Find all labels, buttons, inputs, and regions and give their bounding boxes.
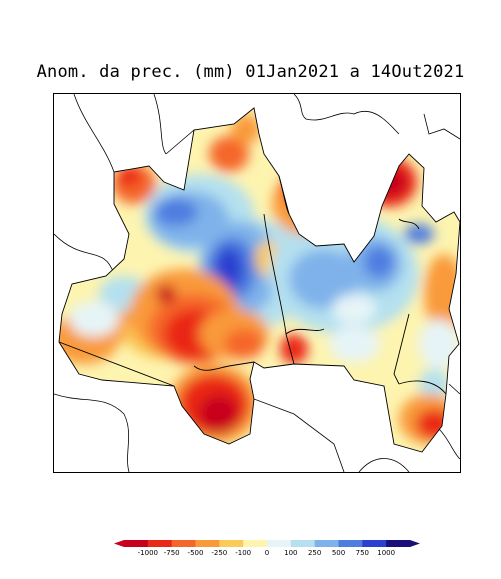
color-legend: -1000 -750 -500 -250 -100 0 100 250 500 750 1000	[112, 538, 422, 564]
legend-tick-label: -250	[211, 549, 227, 557]
legend-color-segment	[386, 540, 411, 547]
precipitation-anomaly-map	[53, 93, 461, 473]
legend-tick-label: 0	[265, 549, 269, 557]
legend-color-segment	[124, 540, 149, 547]
legend-tick-label: 100	[284, 549, 297, 557]
legend-color-segment	[267, 540, 292, 547]
legend-color-segment	[219, 540, 244, 547]
legend-tick-label: 1000	[377, 549, 395, 557]
legend-tick-label: -500	[188, 549, 204, 557]
legend-tick-label: 750	[356, 549, 369, 557]
anomaly-field	[59, 108, 460, 452]
legend-color-segment	[243, 540, 268, 547]
legend-arrow-high	[410, 540, 420, 547]
legend-arrow-low	[114, 540, 124, 547]
legend-color-segment	[290, 540, 316, 547]
state-borders	[58, 107, 460, 453]
legend-color-segment	[362, 540, 387, 547]
legend-color-segment	[314, 540, 339, 547]
background-country-borders	[54, 94, 460, 472]
legend-canvas: -1000 -750 -500 -250 -100 0 100 250 500 750 1000	[114, 540, 420, 557]
legend-color-segment	[147, 540, 173, 547]
legend-tick-label: -750	[164, 549, 180, 557]
legend-color-segment	[338, 540, 363, 547]
legend-tick-label: -100	[235, 549, 251, 557]
legend-tick-label: 500	[332, 549, 345, 557]
legend-tick-label: -1000	[138, 549, 158, 557]
legend-color-segment	[195, 540, 220, 547]
map-canvas	[54, 94, 460, 472]
legend-tick-label: 250	[308, 549, 321, 557]
legend-color-segment	[171, 540, 196, 547]
map-title: Anom. da prec. (mm) 01Jan2021 a 14Out202…	[36, 62, 465, 82]
